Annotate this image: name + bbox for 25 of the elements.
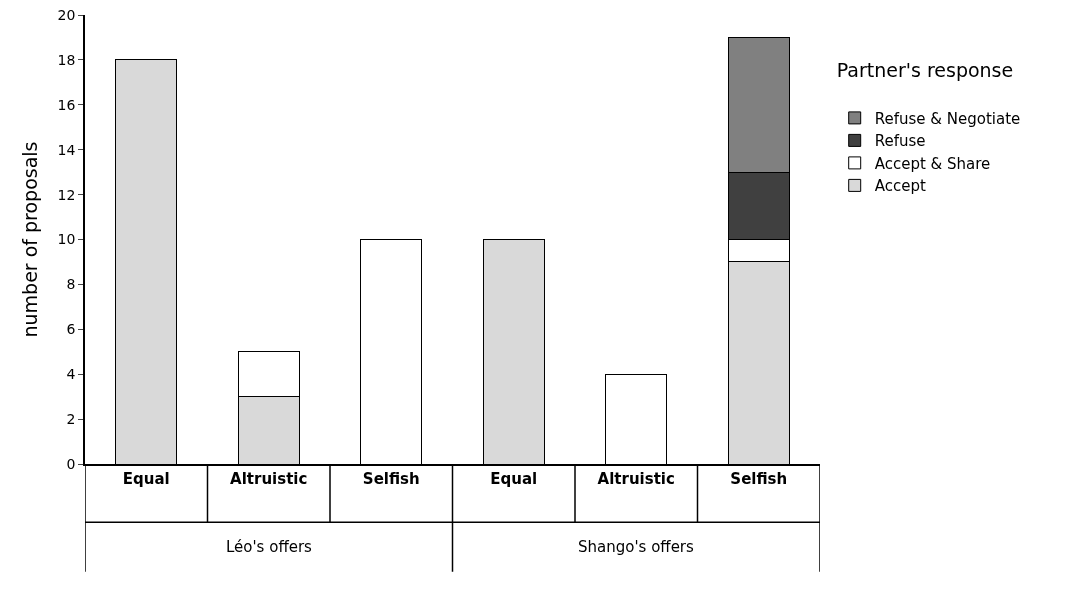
y-tick-label: 8 (66, 276, 76, 293)
y-tick-label: 14 (57, 141, 76, 158)
text: Shango's offers (578, 538, 695, 556)
text: Léo's offers (226, 538, 313, 556)
y-tick-label: 16 (57, 96, 76, 113)
y-tick-label: 6 (66, 321, 76, 338)
x-tick-label: Equal (122, 469, 170, 488)
legend-label: Accept & Share (874, 154, 991, 173)
x-tick-label: Altruistic (597, 469, 675, 488)
y-tick-label: 20 (57, 6, 76, 23)
x-tick-label: Equal (490, 469, 538, 488)
y-axis-title: number of proposals (18, 141, 41, 338)
legend-title: Partner's response (836, 58, 1014, 81)
y-tick-label: 0 (66, 455, 76, 472)
y-tick-label: 12 (57, 186, 76, 203)
legend-label: Refuse (874, 132, 926, 151)
x-tick-label: Selfish (730, 469, 788, 488)
legend-label: Accept (874, 177, 926, 196)
legend-label: Refuse & Negotiate (874, 109, 1021, 128)
x-tick-label: Selfish (362, 469, 420, 488)
x-tick-label: Altruistic (230, 469, 308, 488)
y-tick-label: 10 (57, 231, 76, 248)
y-tick-label: 18 (57, 51, 76, 68)
y-tick-label: 2 (66, 411, 76, 427)
y-tick-label: 4 (66, 366, 76, 383)
